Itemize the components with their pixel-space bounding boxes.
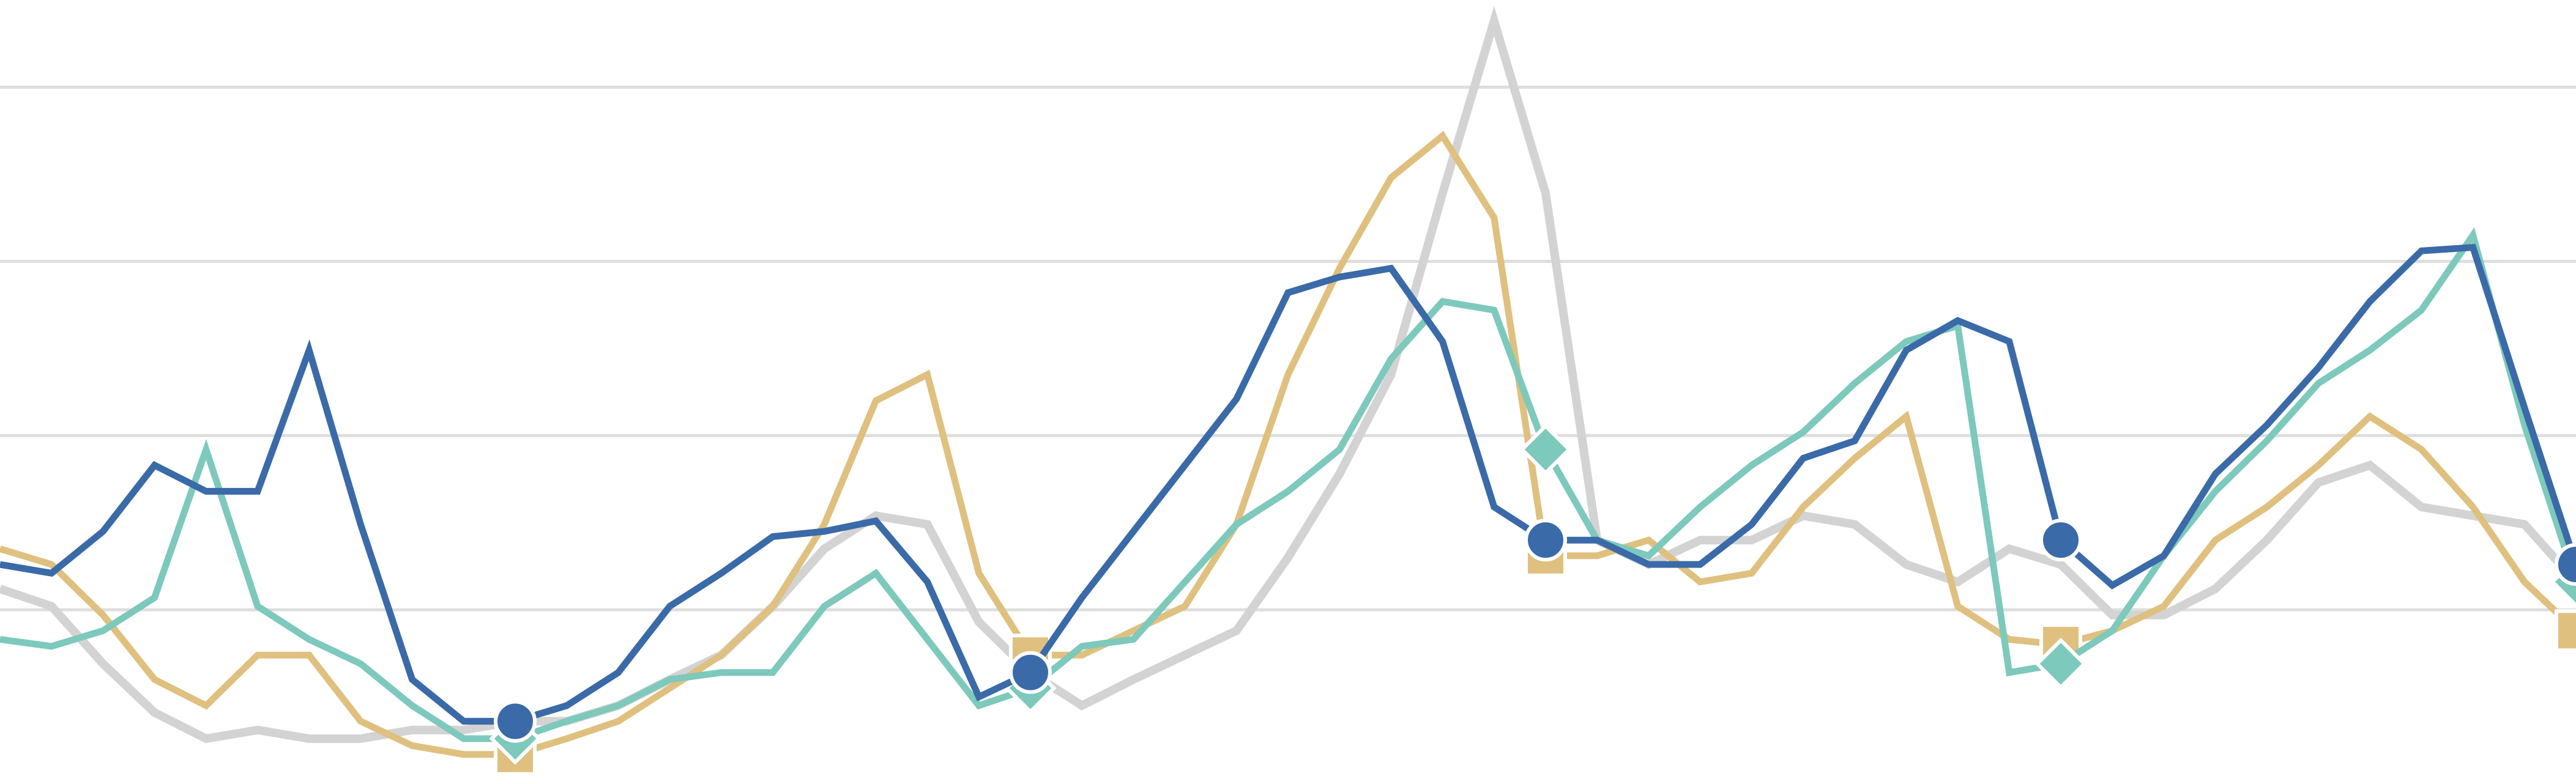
marker — [2039, 519, 2082, 562]
marker — [494, 700, 537, 743]
series-line — [0, 243, 2576, 725]
marker — [2555, 609, 2576, 653]
marker — [1009, 651, 1052, 694]
marker — [2034, 637, 2087, 690]
marker — [1519, 423, 1572, 476]
series-line — [0, 131, 2576, 758]
series-line — [0, 227, 2576, 742]
marker — [2555, 543, 2576, 586]
marker — [1524, 519, 1567, 562]
